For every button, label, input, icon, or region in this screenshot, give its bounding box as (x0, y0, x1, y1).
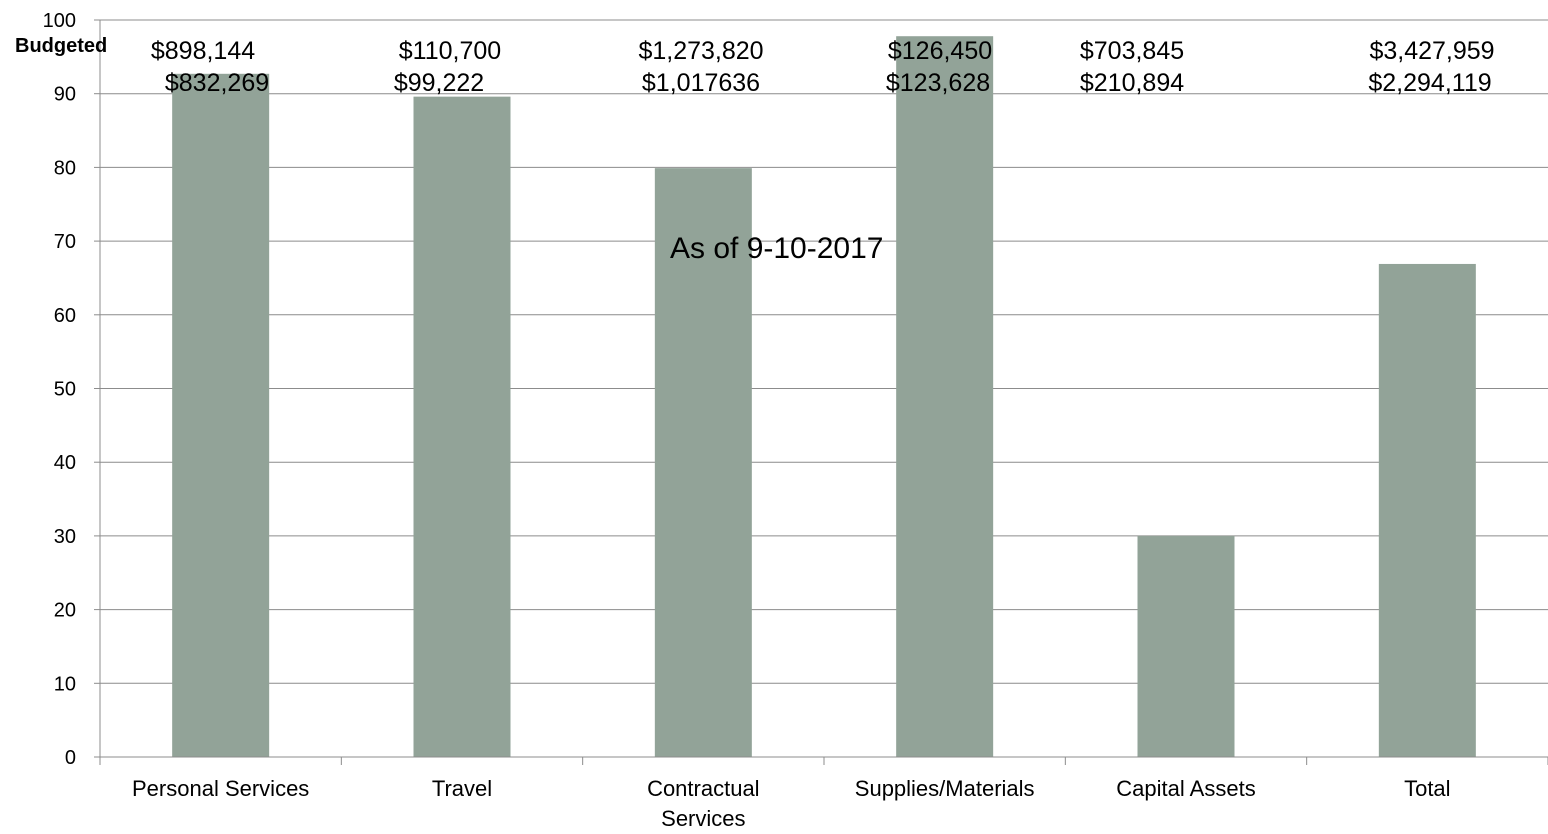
y-tick-labels: 0 10 20 30 40 50 60 70 80 90 100 (43, 10, 76, 769)
budgeted-label: Budgeted (15, 35, 107, 57)
spent-amount: $123,628 (886, 69, 990, 97)
x-tick-label: Services (661, 806, 745, 829)
y-tick-label: 90 (54, 84, 76, 106)
x-tick-label: Travel (432, 776, 492, 801)
as-of-annotation: As of 9-10-2017 (670, 232, 883, 265)
y-tick-label: 20 (54, 600, 76, 622)
bars (172, 36, 1476, 758)
y-tick-label: 0 (65, 747, 76, 769)
x-tick-label: Total (1404, 776, 1450, 801)
x-tick-labels: Personal Services Travel Contractual Servic… (132, 776, 1451, 831)
axes (99, 20, 1548, 765)
spent-amount: $210,894 (1080, 69, 1184, 97)
bar (172, 73, 270, 757)
amount-labels: $898,144 $110,700 $1,273,820 $126,450 $703,8… (151, 37, 1495, 97)
budgeted-amount: $126,450 (888, 37, 992, 65)
spent-amount: $99,222 (394, 69, 484, 97)
bar (413, 96, 511, 757)
y-tick-label: 10 (54, 673, 76, 695)
bar (1378, 263, 1476, 757)
x-tick-label: Personal Services (132, 776, 309, 801)
spent-amount: $832,269 (165, 69, 269, 97)
budgeted-amount: $703,845 (1080, 37, 1184, 65)
budgeted-amount: $110,700 (399, 37, 501, 65)
y-tick-label: 50 (54, 379, 76, 401)
bar (1137, 535, 1235, 757)
x-tick-label: Capital Assets (1116, 776, 1255, 801)
y-tick-label: 60 (54, 305, 76, 327)
y-tick-label: 100 (43, 10, 76, 32)
bar (896, 36, 994, 758)
y-tick-label: 70 (54, 231, 76, 253)
budgeted-amount: $3,427,959 (1369, 37, 1494, 65)
spent-amount: $2,294,119 (1368, 69, 1491, 97)
y-tick-label: 40 (54, 452, 76, 474)
budgeted-amount: $1,273,820 (638, 37, 763, 65)
x-tick-label: Supplies/Materials (855, 776, 1035, 801)
x-tick-label: Contractual (647, 776, 760, 801)
y-tick-label: 80 (54, 157, 76, 179)
y-tick-label: 30 (54, 526, 76, 548)
gridlines (94, 19, 1548, 758)
spent-amount: $1,017636 (642, 69, 760, 97)
budgeted-amount: $898,144 (151, 37, 255, 65)
bar (654, 168, 752, 758)
